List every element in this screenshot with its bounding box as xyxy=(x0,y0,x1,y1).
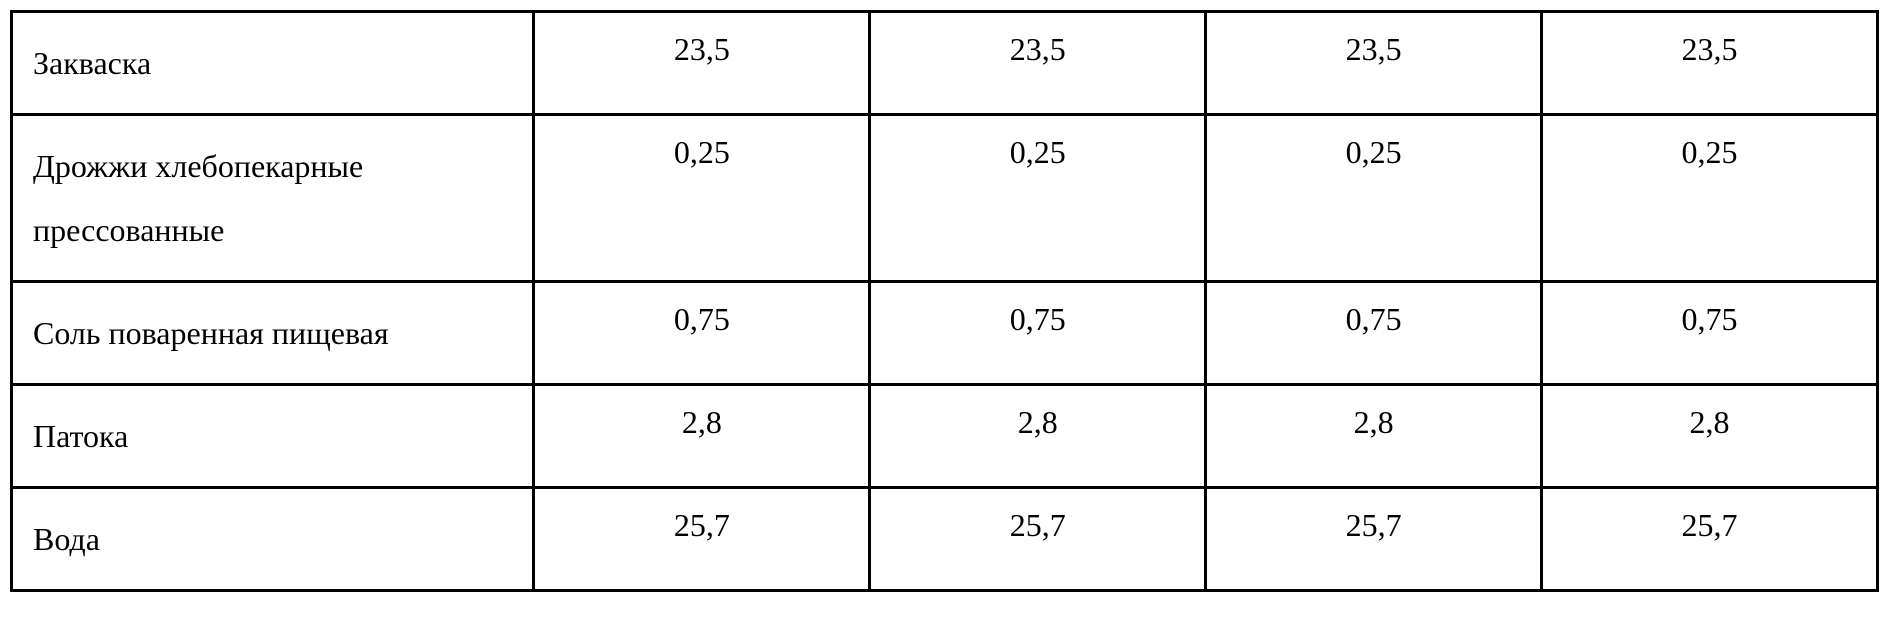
row-label: Дрожжи хлебопекарные прессованные xyxy=(12,115,534,282)
row-value: 0,25 xyxy=(1542,115,1878,282)
row-value: 23,5 xyxy=(1542,12,1878,115)
row-value: 25,7 xyxy=(1206,488,1542,591)
row-value: 0,25 xyxy=(1206,115,1542,282)
row-value: 23,5 xyxy=(870,12,1206,115)
row-value: 2,8 xyxy=(534,385,870,488)
row-value: 0,25 xyxy=(870,115,1206,282)
row-label: Патока xyxy=(12,385,534,488)
table-row: Вода 25,7 25,7 25,7 25,7 xyxy=(12,488,1878,591)
table-row: Закваска 23,5 23,5 23,5 23,5 xyxy=(12,12,1878,115)
row-value: 0,25 xyxy=(534,115,870,282)
row-value: 2,8 xyxy=(1206,385,1542,488)
row-value: 2,8 xyxy=(870,385,1206,488)
row-label: Закваска xyxy=(12,12,534,115)
row-value: 25,7 xyxy=(1542,488,1878,591)
row-value: 0,75 xyxy=(1206,282,1542,385)
row-value: 25,7 xyxy=(870,488,1206,591)
table-row: Патока 2,8 2,8 2,8 2,8 xyxy=(12,385,1878,488)
table-row: Соль поваренная пищевая 0,75 0,75 0,75 0… xyxy=(12,282,1878,385)
row-value: 0,75 xyxy=(534,282,870,385)
row-label: Соль поваренная пищевая xyxy=(12,282,534,385)
ingredients-table: Закваска 23,5 23,5 23,5 23,5 Дрожжи хлеб… xyxy=(10,10,1879,592)
row-label: Вода xyxy=(12,488,534,591)
row-value: 23,5 xyxy=(1206,12,1542,115)
row-value: 23,5 xyxy=(534,12,870,115)
row-value: 0,75 xyxy=(1542,282,1878,385)
row-value: 0,75 xyxy=(870,282,1206,385)
row-value: 25,7 xyxy=(534,488,870,591)
row-value: 2,8 xyxy=(1542,385,1878,488)
table-row: Дрожжи хлебопекарные прессованные 0,25 0… xyxy=(12,115,1878,282)
